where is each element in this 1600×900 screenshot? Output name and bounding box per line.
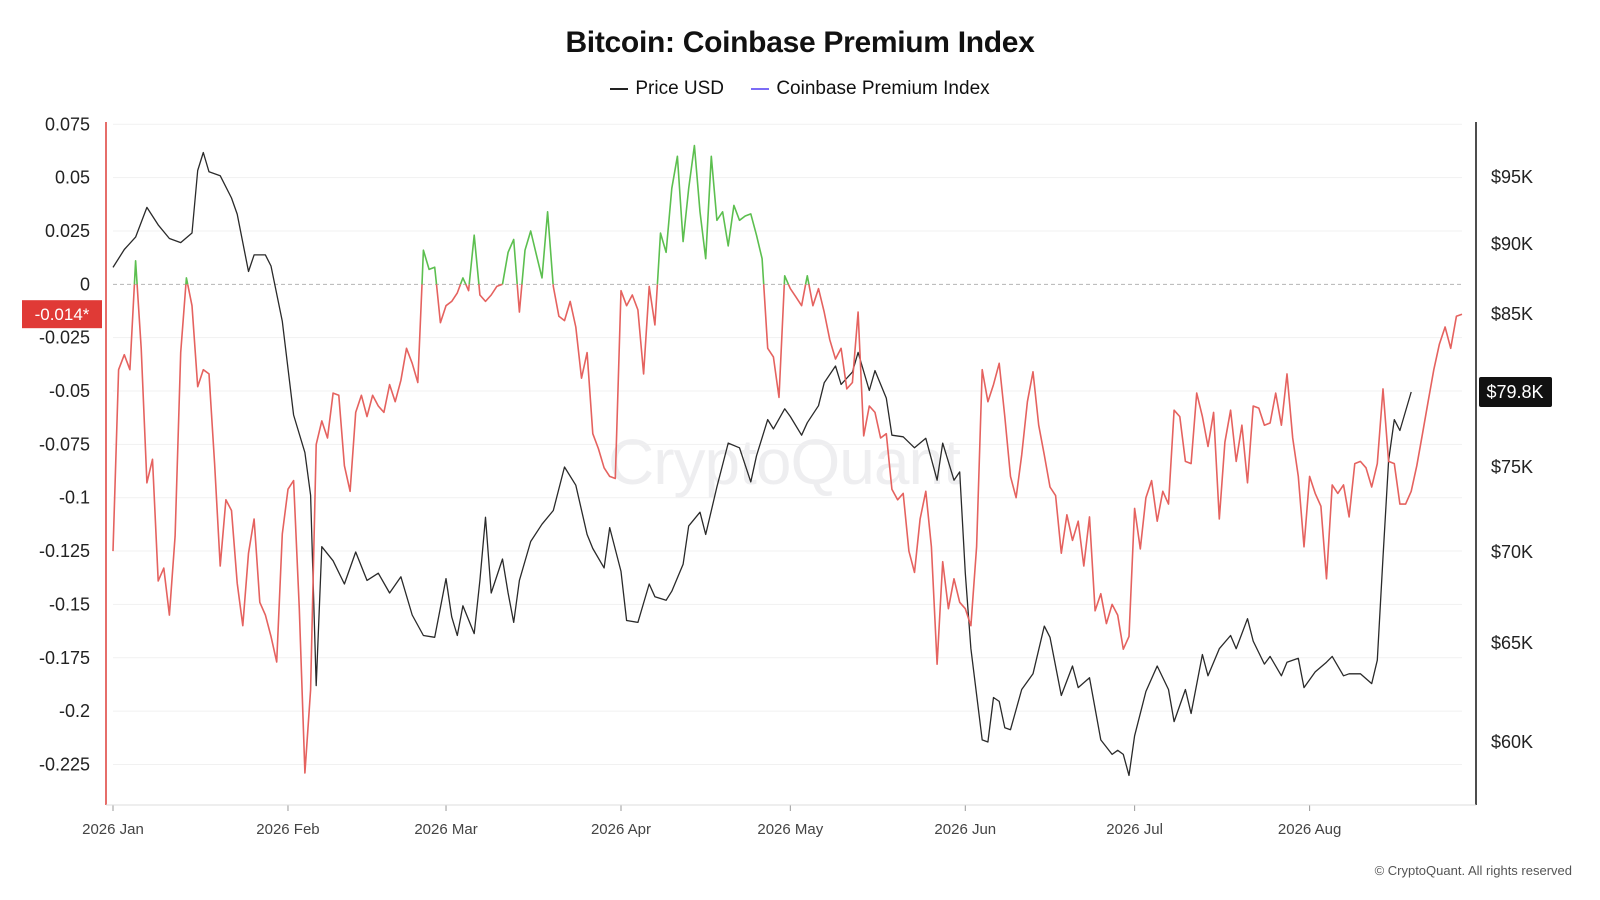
y-right-tick-label: $85K: [1491, 304, 1533, 324]
y-right-tick-label: $65K: [1491, 633, 1533, 653]
y-left-tick-label: -0.2: [59, 701, 90, 721]
grid-lines: [113, 123, 1462, 765]
premium-line-negative: [808, 284, 1463, 666]
premium-line-positive: [804, 274, 810, 285]
x-tick-label: 2026 Jul: [1106, 821, 1163, 838]
current-price-label: $79.8K: [1486, 382, 1543, 402]
y-right-tick-label: $90K: [1491, 234, 1533, 254]
legend-label-premium: Coinbase Premium Index: [776, 78, 990, 99]
axes: [105, 122, 1477, 811]
y-left-tick-label: -0.1: [59, 488, 90, 508]
premium-line-negative: [478, 283, 503, 303]
premium-line-positive: [185, 277, 189, 285]
premium-line-positive: [459, 277, 467, 285]
premium-line-negative: [787, 283, 807, 307]
axis-labels: 0.075 0.05 0.025 0 -0.025 -0.05 -0.075 -0.1 -0.1…: [22, 114, 1552, 838]
premium-line-negative: [552, 284, 659, 480]
x-tick-label: 2026 Jun: [934, 821, 996, 838]
y-right-tick-label: $70K: [1491, 542, 1533, 562]
legend-swatch-price: [610, 87, 629, 90]
copyright-notice: © CryptoQuant. All rights reserved: [1374, 863, 1572, 878]
legend-item-premium[interactable]: Coinbase Premium Index: [751, 78, 990, 100]
y-left-tick-label: -0.05: [49, 381, 90, 401]
premium-line-positive: [468, 234, 480, 285]
current-premium-label: -0.014*: [35, 305, 90, 324]
y-right-tick-label: $60K: [1491, 732, 1533, 752]
legend-swatch-premium: [751, 87, 770, 90]
x-tick-label: 2026 Aug: [1278, 821, 1341, 838]
y-left-tick-label: 0.075: [45, 114, 90, 134]
premium-line-negative: [465, 283, 470, 292]
premium-line-negative: [136, 284, 187, 616]
price-usd-line: [112, 151, 1412, 777]
legend-item-price[interactable]: Price USD: [610, 78, 724, 100]
x-tick-label: 2026 Feb: [256, 821, 319, 838]
current-premium-badge: [22, 300, 102, 329]
premium-line-positive: [421, 249, 438, 285]
premium-line-negative: [186, 284, 423, 774]
y-left-tick-label: -0.025: [39, 328, 90, 348]
x-tick-label: 2026 May: [757, 821, 823, 838]
chart-title: Bitcoin: Coinbase Premium Index: [565, 26, 1035, 59]
legend-label-price: Price USD: [635, 78, 725, 99]
legend: Price USD Coinbase Premium Index: [0, 78, 1600, 100]
premium-line-negative: [435, 284, 462, 324]
y-left-tick-label: -0.15: [49, 594, 90, 614]
premium-line-negative: [516, 284, 523, 313]
premium-line-negative: [762, 284, 786, 399]
y-left-tick-label: 0: [80, 274, 90, 294]
y-left-tick-label: -0.175: [39, 648, 90, 668]
current-price-badge: [1479, 377, 1552, 408]
premium-line-positive: [501, 238, 518, 285]
watermark: CryptoQuant: [608, 426, 961, 498]
premium-line-positive: [133, 259, 138, 285]
y-right-tick-label: $95K: [1491, 167, 1533, 187]
y-left-tick-label: -0.225: [39, 754, 90, 774]
price-line-layer: [112, 151, 1412, 777]
y-left-tick-label: 0.05: [55, 168, 90, 188]
premium-line-positive: [656, 144, 765, 285]
premium-line-positive: [783, 274, 790, 285]
premium-line-positive: [521, 211, 554, 285]
x-tick-label: 2026 Mar: [414, 821, 477, 838]
y-left-tick-label: 0.025: [45, 221, 90, 241]
y-left-tick-label: -0.125: [39, 541, 90, 561]
x-tick-label: 2026 Apr: [591, 821, 651, 838]
premium-line-negative: [112, 284, 136, 552]
x-tick-label: 2026 Jan: [82, 821, 144, 838]
y-left-tick-label: -0.075: [39, 434, 90, 454]
y-right-tick-label: $75K: [1491, 457, 1533, 477]
premium-line-layer: [112, 144, 1463, 774]
